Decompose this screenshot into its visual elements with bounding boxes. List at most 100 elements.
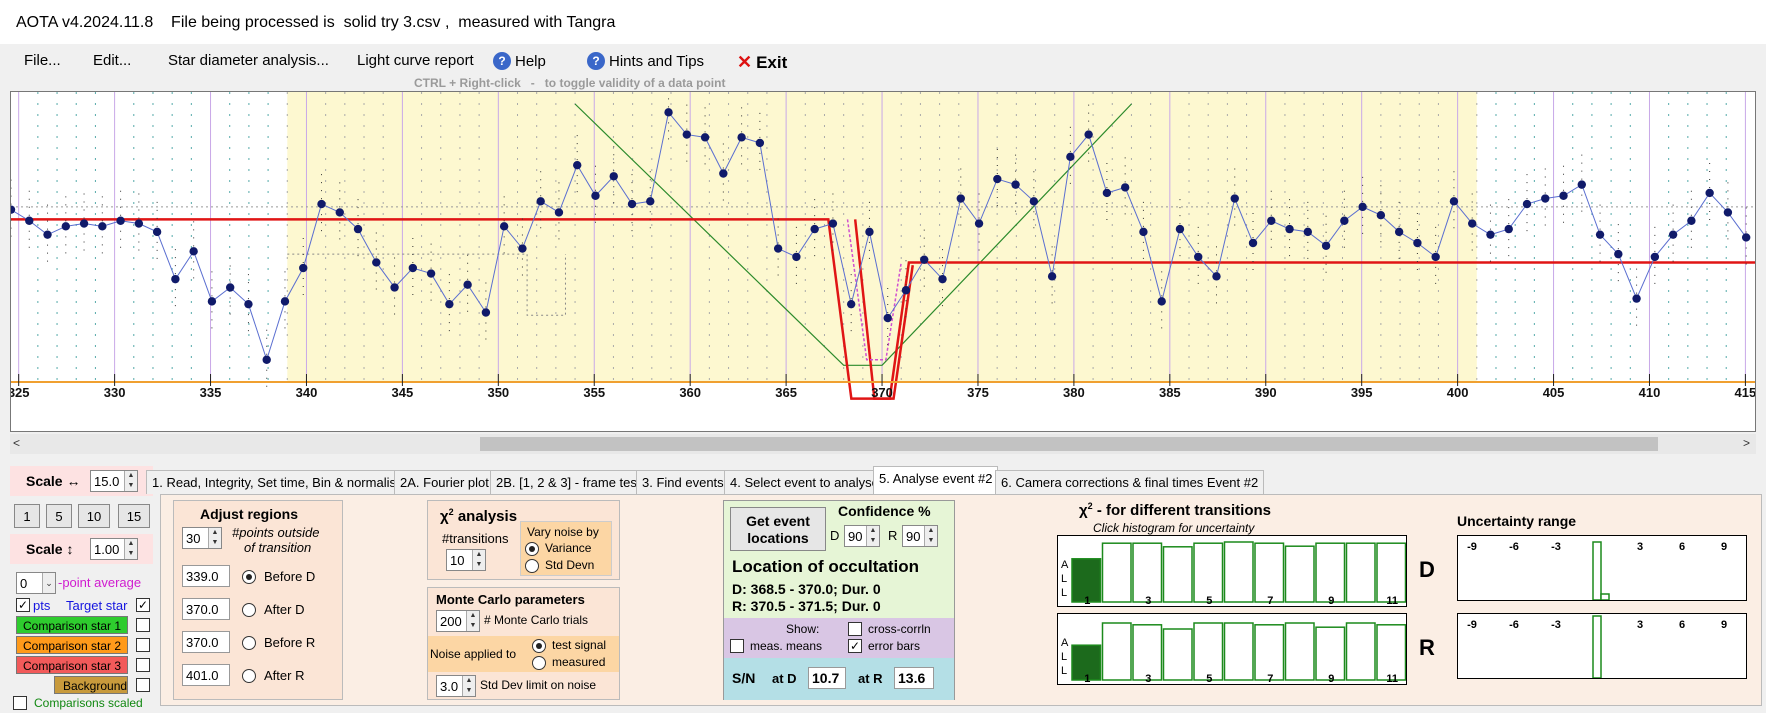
tab-7[interactable]: 6. Camera corrections & final times Even… (995, 470, 1265, 494)
tab-6[interactable]: 5. Analyse event #2 (873, 466, 999, 494)
points-outside-spinner[interactable]: 30 ▲ ▼ (182, 527, 222, 549)
data-point (1230, 194, 1239, 203)
get-event-locations-button[interactable]: Get event locations (730, 507, 826, 551)
comparisons-scaled-checkbox[interactable] (13, 696, 27, 710)
data-point (1340, 216, 1349, 225)
background-checkbox[interactable] (136, 678, 150, 692)
tab-5[interactable]: 4. Select event to analyse (724, 470, 885, 494)
chi-bar (1162, 546, 1193, 603)
tab-3[interactable]: 2B. [1, 2 & 3] - frame test (490, 470, 647, 494)
data-point (262, 355, 271, 364)
data-point (1741, 233, 1751, 242)
points-outside-label: #points outside (232, 525, 320, 540)
data-point (1705, 188, 1714, 198)
chi-histogram-d[interactable]: A L L 1 3 5 7 9 11 (1057, 535, 1407, 607)
data-point (1449, 197, 1459, 206)
std-devn-radio[interactable] (525, 559, 539, 573)
comparison-star-1-checkbox[interactable] (136, 618, 150, 632)
scale-1-button[interactable]: 1 (14, 504, 40, 528)
bar-label: 7 (1267, 673, 1273, 684)
menu-file[interactable]: File... (24, 52, 61, 69)
cross-correlation-checkbox[interactable] (848, 622, 862, 636)
monte-carlo-trials-spinner[interactable]: 200 ▲ ▼ (436, 610, 480, 632)
scrollbar-thumb[interactable] (480, 437, 1658, 451)
window-title: AOTA v4.2024.11.8 File being processed i… (16, 14, 616, 31)
menu-exit[interactable]: ✕ Exit (737, 52, 788, 72)
before-r-radio[interactable] (242, 636, 256, 650)
scale-15-button[interactable]: 15 (118, 504, 150, 528)
all-letter: L (1061, 651, 1067, 663)
data-point (152, 227, 162, 237)
after-d-value[interactable]: 370.0 (182, 598, 230, 620)
menu-edit[interactable]: Edit... (93, 52, 132, 69)
variance-radio[interactable] (525, 542, 539, 556)
light-curve-svg[interactable]: 325 330 335 340 345 350 355 360 365 370 375 380 385 3… (6, 82, 1756, 431)
point-average-label: -point average (58, 575, 142, 590)
comparison-star-2-checkbox[interactable] (136, 638, 150, 652)
confidence-d-spinner[interactable]: 90 ▲ ▼ (844, 525, 880, 547)
uncertainty-range-d[interactable]: -9-6-30369 (1457, 535, 1747, 601)
menu-hints-and-tips[interactable]: ? Hints and Tips (587, 52, 704, 70)
plot-horizontal-scrollbar[interactable]: < > (10, 434, 1756, 454)
scroll-left-icon[interactable]: < (13, 436, 21, 450)
data-point (573, 160, 582, 170)
x-tick-label: 330 (104, 385, 126, 400)
chi-bar (1071, 644, 1102, 681)
meas-means-checkbox[interactable] (730, 639, 744, 653)
after-r-value[interactable]: 401.0 (182, 664, 230, 686)
x-tick-label: 380 (1063, 385, 1085, 400)
measured-radio[interactable] (532, 656, 546, 670)
adjust-regions-group: Adjust regions 30 ▲ ▼ #points outside of t… (173, 500, 343, 700)
tab-2[interactable]: 2A. Fourier plot (394, 470, 495, 494)
transitions-spinner[interactable]: 10 ▲ ▼ (446, 549, 486, 571)
before-r-value[interactable]: 370.0 (182, 631, 230, 653)
vary-noise-box: Vary noise by Variance Std Devn (520, 521, 612, 576)
pts-checkbox[interactable]: ✓ (16, 598, 30, 612)
std-dev-limit-spinner[interactable]: 3.0 ▲ ▼ (436, 675, 476, 697)
x-tick-label: 340 (296, 385, 318, 400)
after-d-radio[interactable] (242, 603, 256, 617)
data-point (1084, 130, 1093, 139)
menu-light-curve-report[interactable]: Light curve report (357, 52, 474, 69)
data-point (1066, 152, 1075, 162)
h-scale-spinner[interactable]: 15.0 ▲ ▼ (90, 470, 138, 492)
chi-squared-analysis-title: χ2 analysis (440, 507, 518, 525)
scale-10-button[interactable]: 10 (78, 504, 110, 528)
uncertainty-tick: 9 (1721, 541, 1727, 553)
error-bars-checkbox[interactable]: ✓ (848, 639, 862, 653)
show-options-box: Show: cross-corrln meas. means ✓ error b… (724, 618, 954, 658)
scroll-right-icon[interactable]: > (1742, 436, 1750, 450)
data-point (901, 286, 911, 295)
model-dashed-line (287, 253, 566, 316)
after-r-radio[interactable] (242, 669, 256, 683)
tab-4[interactable]: 3. Find events (636, 470, 730, 494)
error-bars-label: error bars (868, 639, 921, 653)
target-star-checkbox[interactable]: ✓ (136, 598, 150, 612)
r-location-text: R: 370.5 - 371.5; Dur. 0 (732, 598, 881, 614)
sn-label: S/N (732, 670, 756, 686)
close-icon: ✕ (737, 52, 753, 72)
uncertainty-tick: 3 (1637, 619, 1643, 631)
scale-5-button[interactable]: 5 (46, 504, 72, 528)
v-scale-spinner[interactable]: 1.00 ▲ ▼ (90, 538, 138, 560)
tab-1[interactable]: 1. Read, Integrity, Set time, Bin & norm… (146, 470, 410, 494)
point-average-select[interactable]: 0 ⌄ (16, 572, 56, 594)
light-curve-plot[interactable]: 325 330 335 340 345 350 355 360 365 370 375 380 385 3… (6, 82, 1756, 432)
before-d-value[interactable]: 339.0 (182, 565, 230, 587)
uncertainty-tick: 9 (1721, 619, 1727, 631)
menu-help[interactable]: ? Help (493, 52, 546, 70)
chi-bar (1284, 545, 1315, 603)
data-point (317, 199, 326, 209)
chi-histogram-r[interactable]: A L L 1 3 5 7 9 11 (1057, 613, 1407, 685)
after-r-label: After R (264, 668, 305, 683)
noise-applied-box: Noise applied to test signal measured (428, 636, 619, 672)
menu-star-diameter[interactable]: Star diameter analysis... (168, 52, 329, 69)
uncertainty-range-r[interactable]: -9-6-30369 (1457, 613, 1747, 679)
test-signal-radio[interactable] (532, 639, 546, 653)
d-location-text: D: 368.5 - 370.0; Dur. 0 (732, 581, 881, 597)
confidence-r-spinner[interactable]: 90 ▲ ▼ (902, 525, 938, 547)
chi-bar (1223, 541, 1254, 603)
before-d-radio[interactable] (242, 570, 256, 584)
comparison-star-3-checkbox[interactable] (136, 658, 150, 672)
